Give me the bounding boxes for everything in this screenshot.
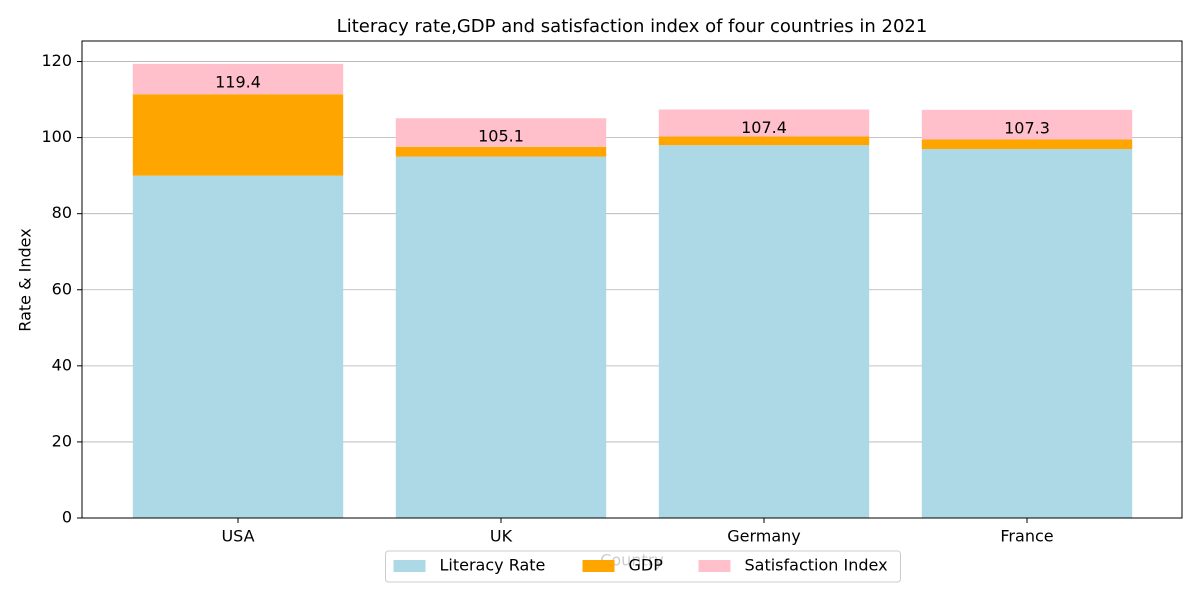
bar-segment — [921, 109, 1133, 140]
y-tick-label: 100 — [41, 127, 72, 146]
legend-label: GDP — [629, 556, 664, 575]
y-tick-label: 40 — [52, 355, 72, 374]
legend-swatch — [698, 560, 731, 572]
bar-segment — [132, 94, 344, 176]
bar-segment — [658, 136, 870, 146]
legend-box — [385, 550, 901, 583]
bar-segment — [658, 109, 870, 137]
plot-frame — [81, 40, 1183, 519]
bar-segment — [132, 63, 344, 95]
y-tick-label: 0 — [62, 508, 72, 527]
x-tick-label: UK — [490, 527, 513, 546]
legend-label: Satisfaction Index — [745, 556, 888, 575]
total-label: 107.4 — [741, 118, 787, 137]
legend-label: Literacy Rate — [440, 556, 546, 575]
x-tick-label: Germany — [727, 527, 801, 546]
total-label: 107.3 — [1004, 118, 1050, 137]
legend-swatch — [393, 560, 426, 572]
bar-segment — [658, 145, 870, 518]
legend-swatch — [582, 560, 615, 572]
y-tick-label: 60 — [52, 279, 72, 298]
total-label: 119.4 — [215, 72, 261, 91]
bar-segment — [921, 139, 1133, 150]
y-axis-label: Rate & Index — [16, 228, 35, 331]
legend: Literacy Rate GDP Satisfaction Index — [385, 550, 901, 583]
chart-title: Literacy rate,GDP and satisfaction index… — [337, 16, 928, 37]
x-tick-label: USA — [221, 527, 254, 546]
x-tick-label: France — [1000, 527, 1053, 546]
bar-segment — [395, 156, 607, 519]
bar-segment — [921, 149, 1133, 519]
bar-segment — [132, 175, 344, 518]
bar-segment — [395, 146, 607, 157]
total-label: 105.1 — [478, 127, 524, 146]
bar-segment — [395, 118, 607, 147]
y-tick-label: 80 — [52, 203, 72, 222]
y-tick-label: 20 — [52, 431, 72, 450]
y-tick-label: 120 — [41, 51, 72, 70]
